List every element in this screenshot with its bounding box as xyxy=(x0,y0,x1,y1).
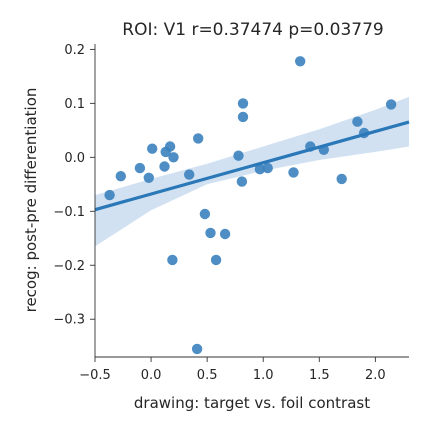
y-tick-label: −0.1 xyxy=(53,205,85,220)
data-point-12 xyxy=(193,133,203,143)
data-point-11 xyxy=(184,169,194,179)
data-point-31 xyxy=(386,99,396,109)
data-point-17 xyxy=(192,344,202,354)
x-tick-label: 2.0 xyxy=(365,368,386,383)
chart-title: ROI: V1 r=0.37474 p=0.03779 xyxy=(122,20,383,40)
data-point-9 xyxy=(168,152,178,162)
data-point-14 xyxy=(205,228,215,238)
data-point-6 xyxy=(159,161,169,171)
plot-area xyxy=(95,56,409,354)
x-tick-label: −0.5 xyxy=(79,368,111,383)
y-tick-label: −0.3 xyxy=(53,313,85,328)
data-point-18 xyxy=(233,151,243,161)
data-point-2 xyxy=(116,171,126,181)
data-point-4 xyxy=(144,173,154,183)
x-tick-label: 0.0 xyxy=(141,368,162,383)
y-tick-label: 0.2 xyxy=(64,43,85,58)
data-point-23 xyxy=(263,163,273,173)
data-point-28 xyxy=(337,174,347,184)
data-point-21 xyxy=(238,112,248,122)
data-point-25 xyxy=(295,56,305,66)
x-tick-label: 1.0 xyxy=(253,368,274,383)
y-tick-label: −0.2 xyxy=(53,259,85,274)
data-point-13 xyxy=(200,209,210,219)
y-axis-label: recog: post-pre differentiation xyxy=(22,88,40,313)
data-point-20 xyxy=(238,98,248,108)
data-point-10 xyxy=(167,255,177,265)
x-axis: −0.5 0.0 0.5 1.0 1.5 2.0 xyxy=(79,357,385,383)
x-tick-label: 1.5 xyxy=(309,368,330,383)
x-axis-label: drawing: target vs. foil contrast xyxy=(134,394,370,412)
data-point-16 xyxy=(220,229,230,239)
data-point-24 xyxy=(288,167,298,177)
data-point-5 xyxy=(147,144,157,154)
data-point-8 xyxy=(165,141,175,151)
x-tick-label: 0.5 xyxy=(197,368,218,383)
data-point-29 xyxy=(352,117,362,127)
y-tick-label: 0.1 xyxy=(64,97,85,112)
data-point-3 xyxy=(135,163,145,173)
data-point-1 xyxy=(104,190,114,200)
y-axis: −0.3 −0.2 −0.1 0.0 0.1 0.2 xyxy=(53,43,95,328)
data-point-15 xyxy=(211,255,221,265)
y-tick-label: 0.0 xyxy=(64,151,85,166)
data-point-19 xyxy=(237,176,247,186)
